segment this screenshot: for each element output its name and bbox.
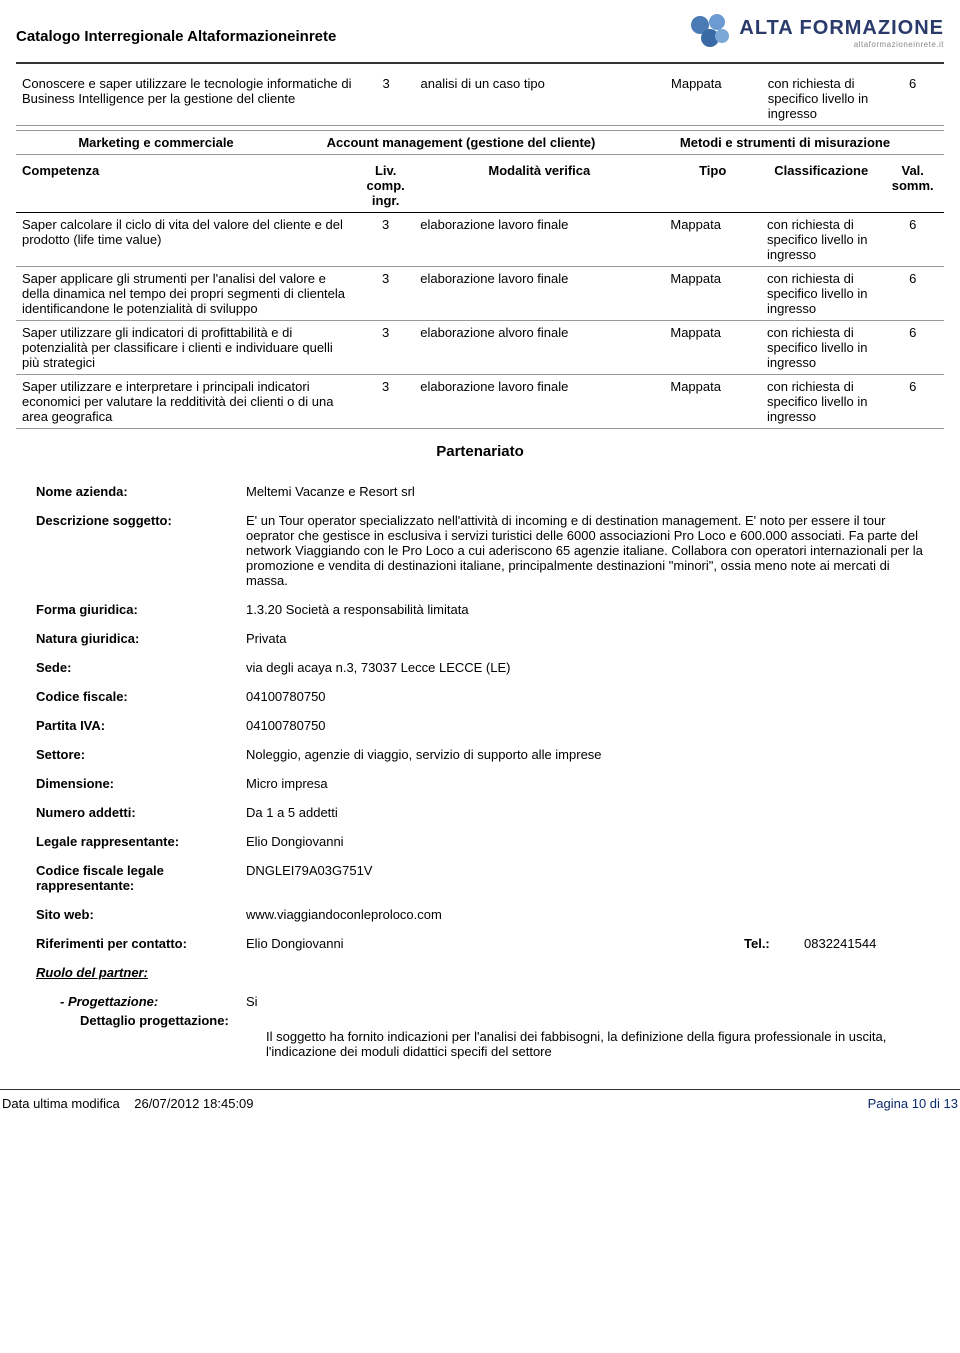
label-forma: Forma giuridica: [36,602,246,617]
value-cf: 04100780750 [246,689,924,704]
cell-classificazione: con richiesta di specifico livello in in… [761,213,881,267]
value-piva: 04100780750 [246,718,924,733]
label-dettaglio: Dettaglio progettazione: [80,1013,266,1059]
label-addetti: Numero addetti: [36,805,246,820]
ruolo-heading: Ruolo del partner: [36,965,924,980]
footer-page: Pagina 10 di 13 [868,1096,958,1111]
logo-subtext: altaformazioneinrete.it [739,40,944,49]
cell-modalita: elaborazione lavoro finale [414,267,664,321]
th-classificazione: Classificazione [761,159,881,213]
label-nome: Nome azienda: [36,484,246,499]
footer-left-label: Data ultima modifica [2,1096,120,1111]
cell-val: 6 [881,213,944,267]
footer-left-value: 26/07/2012 18:45:09 [134,1096,253,1111]
value-natura: Privata [246,631,924,646]
th-competenza: Competenza [16,159,357,213]
section-col3: Metodi e strumenti di misurazione [626,131,944,155]
value-settore: Noleggio, agenzie di viaggio, servizio d… [246,747,924,762]
label-sede: Sede: [36,660,246,675]
partner-details: Nome azienda: Meltemi Vacanze e Resort s… [16,484,944,1059]
cell-val: 6 [881,375,944,429]
cell-modalita: elaborazione lavoro finale [414,213,664,267]
th-modalita: Modalità verifica [414,159,664,213]
cell-liv: 3 [357,213,414,267]
value-dettaglio: Il soggetto ha fornito indicazioni per l… [266,1013,924,1059]
cell-modalita: elaborazione lavoro finale [414,375,664,429]
value-sede: via degli acaya n.3, 73037 Lecce LECCE (… [246,660,924,675]
value-descrizione: E' un Tour operator specializzato nell'a… [246,513,924,588]
value-dimensione: Micro impresa [246,776,924,791]
cell-liv: 3 [357,321,414,375]
label-tel: Tel.: [744,936,804,951]
top-liv: 3 [358,72,415,126]
top-row-table: Conoscere e saper utilizzare le tecnolog… [16,72,944,126]
cell-val: 6 [881,267,944,321]
label-piva: Partita IVA: [36,718,246,733]
th-val: Val. somm. [881,159,944,213]
value-cf-legale: DNGLEI79A03G751V [246,863,924,878]
value-tel: 0832241544 [804,936,924,951]
label-settore: Settore: [36,747,246,762]
competency-table: Competenza Liv. comp. ingr. Modalità ver… [16,159,944,429]
cell-classificazione: con richiesta di specifico livello in in… [761,267,881,321]
value-progettazione: Si [246,994,924,1009]
top-competenza: Conoscere e saper utilizzare le tecnolog… [16,72,358,126]
header: Catalogo Interregionale Altaformazionein… [16,10,944,64]
cell-tipo: Mappata [664,213,761,267]
top-modalita: analisi di un caso tipo [415,72,666,126]
cell-tipo: Mappata [664,321,761,375]
label-contatto: Riferimenti per contatto: [36,936,246,951]
cell-classificazione: con richiesta di specifico livello in in… [761,321,881,375]
label-legale: Legale rappresentante: [36,834,246,849]
cell-classificazione: con richiesta di specifico livello in in… [761,375,881,429]
logo-icon [687,10,733,56]
label-progettazione: - Progettazione: [60,994,246,1009]
value-addetti: Da 1 a 5 addetti [246,805,924,820]
top-tipo: Mappata [665,72,762,126]
cell-liv: 3 [357,267,414,321]
table-row: Saper utilizzare gli indicatori di profi… [16,321,357,375]
th-liv: Liv. comp. ingr. [357,159,414,213]
label-natura: Natura giuridica: [36,631,246,646]
value-forma: 1.3.20 Società a responsabilità limitata [246,602,924,617]
table-row: Saper calcolare il ciclo di vita del val… [16,213,357,267]
section-bar: Marketing e commerciale Account manageme… [16,130,944,155]
logo: ALTA FORMAZIONE altaformazioneinrete.it [687,10,944,56]
logo-text: ALTA FORMAZIONE [739,17,944,39]
label-cf-legale: Codice fiscale legale rappresentante: [36,863,246,893]
label-dimensione: Dimensione: [36,776,246,791]
table-row: Saper applicare gli strumenti per l'anal… [16,267,357,321]
cell-tipo: Mappata [664,267,761,321]
top-classificazione: con richiesta di specifico livello in in… [762,72,882,126]
catalog-title: Catalogo Interregionale Altaformazionein… [16,10,336,45]
table-row: Saper utilizzare e interpretare i princi… [16,375,357,429]
section-col2: Account management (gestione del cliente… [296,131,626,155]
cell-modalita: elaborazione alvoro finale [414,321,664,375]
th-tipo: Tipo [664,159,761,213]
cell-val: 6 [881,321,944,375]
cell-liv: 3 [357,375,414,429]
value-contatto: Elio Dongiovanni [246,936,744,951]
value-nome: Meltemi Vacanze e Resort srl [246,484,924,499]
footer: Data ultima modifica 26/07/2012 18:45:09… [0,1089,960,1111]
label-web: Sito web: [36,907,246,922]
value-legale: Elio Dongiovanni [246,834,924,849]
cell-tipo: Mappata [664,375,761,429]
label-cf: Codice fiscale: [36,689,246,704]
value-web: www.viaggiandoconleproloco.com [246,907,924,922]
top-val: 6 [881,72,944,126]
partenariato-heading: Partenariato [16,443,944,460]
section-col1: Marketing e commerciale [16,131,296,155]
label-descrizione: Descrizione soggetto: [36,513,246,528]
